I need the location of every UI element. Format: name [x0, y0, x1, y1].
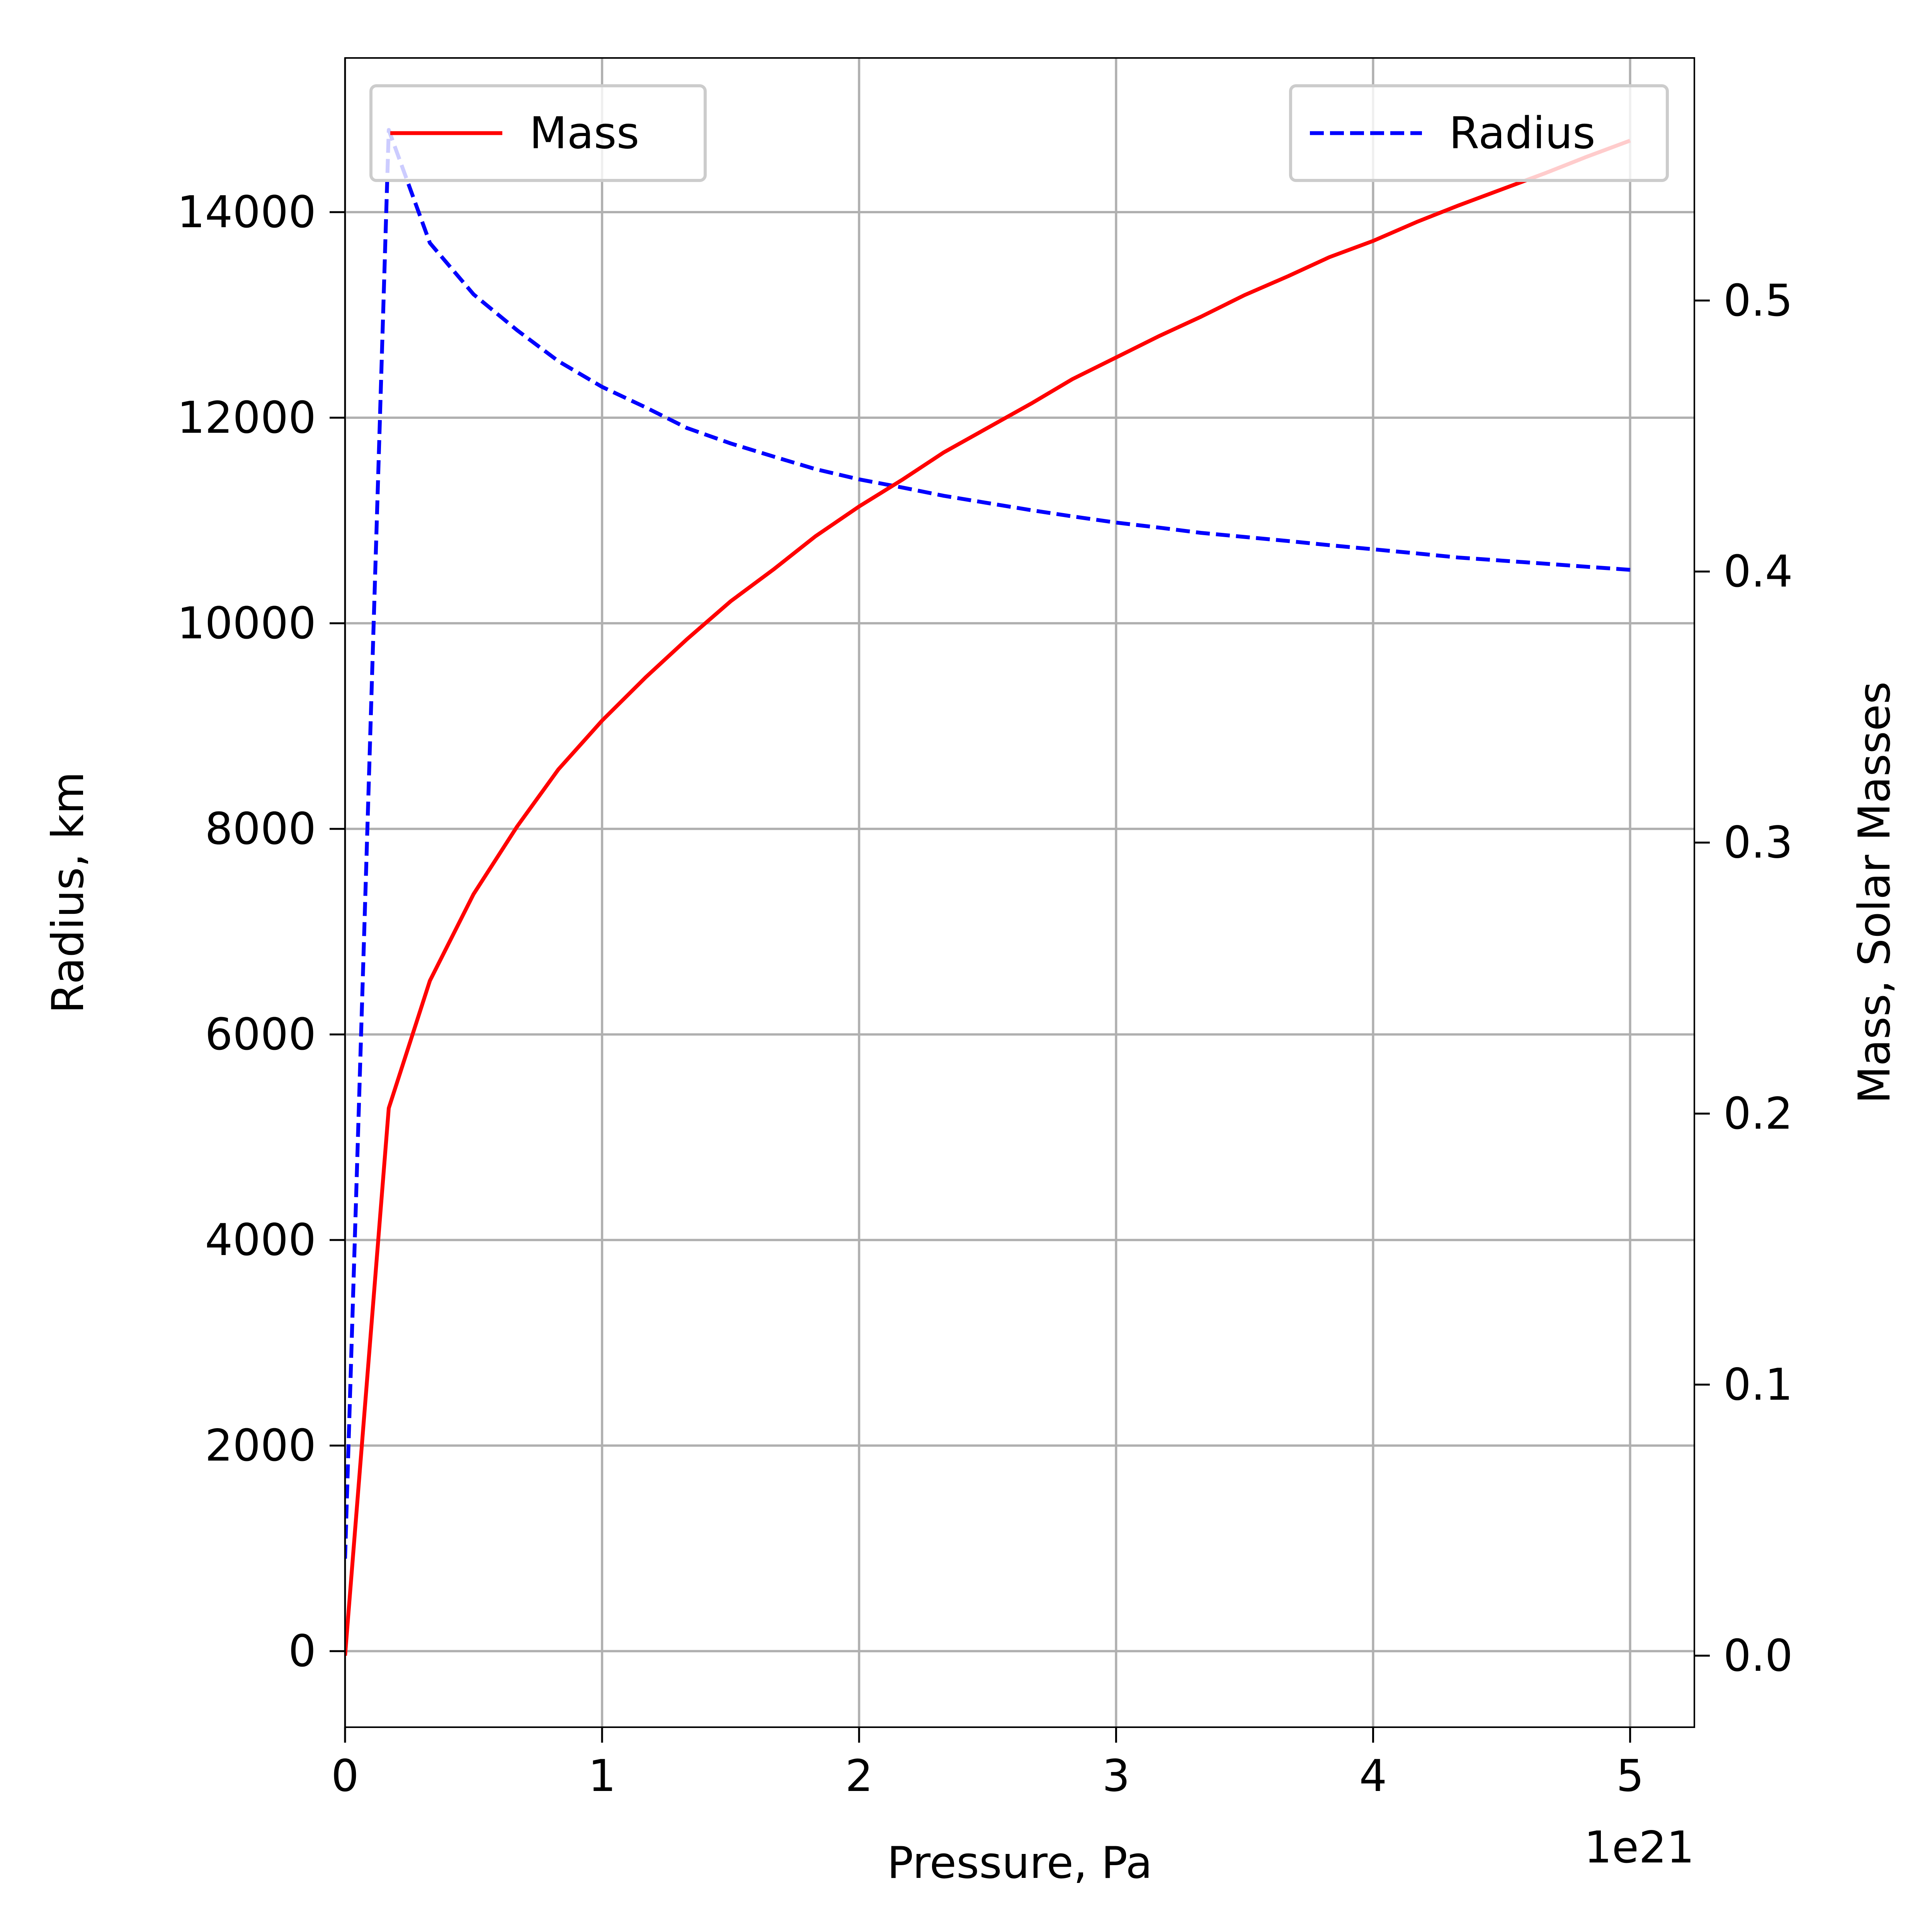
legend-radius-box: [1289, 84, 1669, 182]
legend-radius-label: Radius: [1449, 108, 1595, 159]
x-tick-label-1: 1: [588, 1750, 616, 1801]
x-offset-label: 1e21: [1584, 1822, 1694, 1873]
y-left-tick-label-5: 10000: [177, 598, 316, 649]
x-tick-label-4: 4: [1359, 1750, 1387, 1801]
y-left-tick-label-4: 8000: [205, 803, 316, 854]
legend-mass-label: Mass: [529, 108, 639, 159]
y-right-tick-label-4: 0.4: [1723, 546, 1793, 597]
y-left-tick-label-3: 6000: [205, 1009, 316, 1060]
y-right-tick-label-1: 0.1: [1723, 1359, 1793, 1410]
legend-mass: Mass: [369, 84, 707, 182]
y-right-tick-label-5: 0.5: [1723, 275, 1793, 326]
plot-frame: [344, 57, 1695, 1728]
x-tick-label-3: 3: [1102, 1750, 1130, 1801]
x-tick-label-5: 5: [1616, 1750, 1644, 1801]
y-left-tick-label-7: 14000: [177, 187, 316, 238]
ticks: 0 1 2 3 4 5 0 2000 4000 6000 8000 10000 12000 14000 0.…: [177, 187, 1793, 1801]
legend-mass-box: [369, 84, 707, 182]
y-left-tick-label-1: 2000: [205, 1420, 316, 1471]
legend-radius: Radius: [1289, 84, 1669, 182]
grid: [344, 58, 1694, 1727]
y-right-tick-label-2: 0.2: [1723, 1088, 1793, 1139]
x-tick-label-2: 2: [845, 1750, 873, 1801]
y-right-tick-label-0: 0.0: [1723, 1630, 1793, 1681]
y-axis-right-label: Mass, Solar Masses: [1849, 681, 1900, 1104]
y-left-tick-label-2: 4000: [205, 1214, 316, 1265]
y-left-tick-label-0: 0: [288, 1626, 316, 1677]
y-left-tick-label-6: 12000: [177, 392, 316, 443]
series-layer: [345, 128, 1631, 1656]
series-line-mass: [345, 139, 1631, 1656]
x-axis-label: Pressure, Pa: [887, 1837, 1153, 1888]
y-axis-left-label: Radius, km: [43, 772, 94, 1014]
x-tick-label-0: 0: [331, 1750, 359, 1801]
y-right-tick-label-3: 0.3: [1723, 817, 1793, 868]
series-line-radius: [345, 128, 1631, 1559]
